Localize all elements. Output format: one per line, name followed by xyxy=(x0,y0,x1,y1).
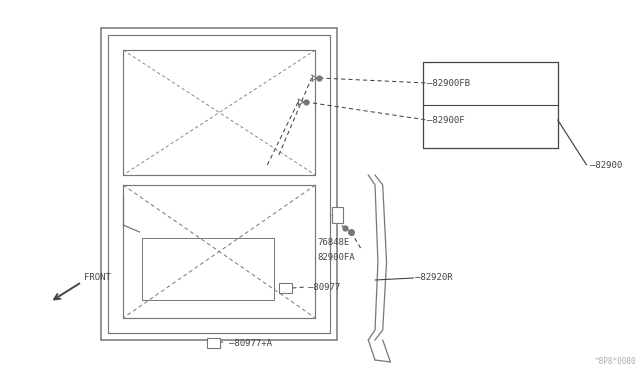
Bar xyxy=(279,283,292,293)
Text: —82920R: —82920R xyxy=(415,273,453,282)
Text: —82900F: —82900F xyxy=(427,115,465,125)
Text: 82900FA: 82900FA xyxy=(317,253,355,263)
Text: ^8P8*0080: ^8P8*0080 xyxy=(595,357,636,366)
Text: —82900: —82900 xyxy=(591,160,623,170)
Text: —82900FB: —82900FB xyxy=(427,78,470,87)
Text: FRONT: FRONT xyxy=(84,273,111,282)
Text: 76848E: 76848E xyxy=(317,237,349,247)
Bar xyxy=(207,338,220,348)
Text: —80977+A: —80977+A xyxy=(229,339,272,347)
Text: —80977: —80977 xyxy=(308,282,340,292)
Bar xyxy=(332,207,343,223)
